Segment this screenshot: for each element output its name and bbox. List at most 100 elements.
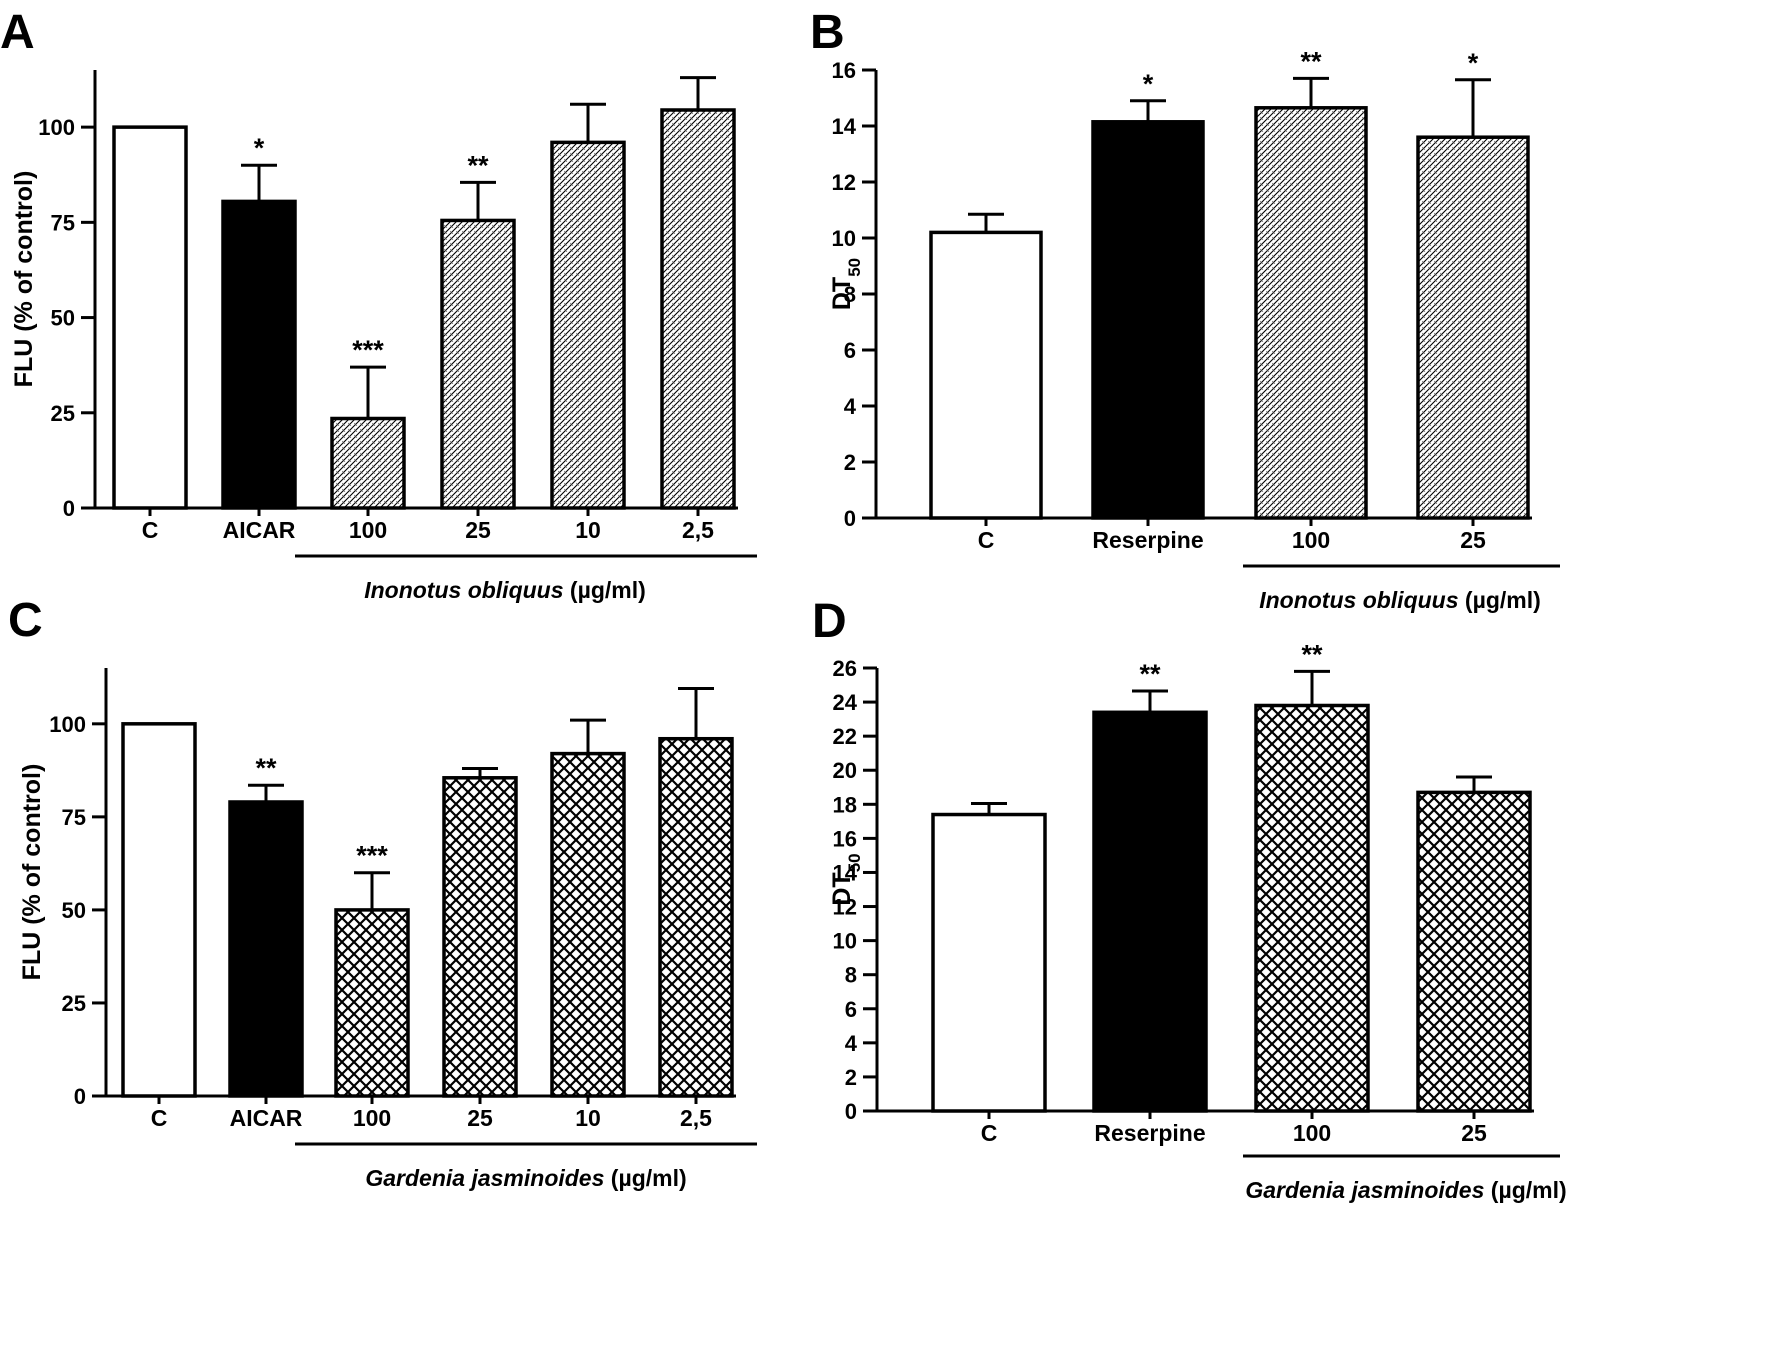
group-unit: (µg/ml) [1465,587,1541,613]
y-tick-label: 10 [833,929,857,954]
y-tick-label: 0 [74,1084,86,1109]
significance-label: *** [352,335,384,365]
group-unit: (µg/ml) [570,577,646,603]
y-tick-label: 12 [832,170,856,195]
bar [1092,710,1208,1113]
y-tick-label: 100 [49,712,86,737]
y-tick-label: 100 [38,115,75,140]
x-tick-label: 2,5 [682,517,714,543]
significance-label: ** [1301,639,1323,669]
y-tick-label: 25 [51,401,75,426]
y-tick-label: 50 [62,898,86,923]
bar [1416,135,1530,520]
y-tick-label: 0 [845,1099,857,1124]
significance-label: ** [467,150,489,180]
significance-label: * [1143,69,1154,99]
bar [121,722,197,1098]
x-tick-label: Reserpine [1094,1120,1205,1146]
group-species: Inonotus obliquus [1259,587,1465,613]
bar [334,908,410,1098]
bar [550,140,626,510]
y-tick-label: 25 [62,991,86,1016]
x-tick-label: AICAR [223,517,296,543]
x-tick-label: C [151,1105,168,1131]
bar [112,125,188,510]
panel-label: C [8,594,43,647]
y-tick-label: 4 [844,394,857,419]
group-label: Inonotus obliquus (µg/ml) [1259,587,1541,613]
bar [1091,120,1205,520]
y-tick-label: 75 [62,805,86,830]
bar [440,218,516,510]
group-label: Gardenia jasminoides (µg/ml) [365,1165,686,1191]
group-label: Gardenia jasminoides (µg/ml) [1245,1177,1566,1203]
bar [550,751,626,1098]
significance-label: ** [255,753,277,783]
y-axis-label-subscript: 50 [845,853,864,872]
y-tick-label: 8 [845,963,857,988]
significance-label: *** [356,841,388,871]
bar [1254,106,1368,520]
x-tick-label: 25 [465,517,491,543]
group-species: Gardenia jasminoides [1245,1177,1490,1203]
y-tick-label: 50 [51,306,75,331]
significance-label: * [1468,48,1479,78]
panel-d: D02468101214161820222426DT50C**Reserpine… [812,595,1567,1203]
bar [330,416,406,510]
significance-label: ** [1300,46,1322,76]
panel-a: A 0 25 50 75 100 FLU (% of control) C * AICAR *** 1… [0,6,757,603]
x-tick-label: 25 [1460,527,1486,553]
x-tick-label: 10 [575,1105,601,1131]
panel-label: A [0,6,35,59]
x-tick-label: 25 [467,1105,493,1131]
y-tick-label: 2 [845,1065,857,1090]
y-tick-label: 18 [833,792,857,817]
y-tick-label: 75 [51,210,75,235]
y-axis-label: FLU (% of control) [10,171,38,388]
bar [931,812,1047,1113]
bar [1254,703,1370,1113]
y-axis-label-subscript: 50 [845,258,864,277]
bar [221,199,297,510]
x-tick-label: C [978,527,995,553]
y-tick-label: 10 [832,226,856,251]
panel-b: B 0 2 4 6 8 10 12 14 16 DT50 C * Reserpine ** 100 * 25 Ino… [810,6,1560,613]
bar [660,108,736,510]
bar [929,230,1043,520]
y-tick-label: 0 [63,496,75,521]
y-tick-label: 4 [845,1031,858,1056]
y-tick-label: 6 [844,338,856,363]
panel-c: C 0 25 50 75 100 FLU (% of control) C ** AICAR ***… [8,594,757,1191]
y-tick-label: 24 [833,690,858,715]
y-tick-label: 8 [844,282,856,307]
bar [1416,790,1532,1113]
x-tick-label: AICAR [230,1105,303,1131]
significance-label: ** [1139,659,1161,689]
group-label: Inonotus obliquus (µg/ml) [364,577,646,603]
panel-label: D [812,595,847,648]
x-tick-label: 10 [575,517,601,543]
bar [442,776,518,1098]
x-tick-label: Reserpine [1092,527,1203,553]
x-tick-label: 2,5 [680,1105,712,1131]
x-tick-label: C [981,1120,998,1146]
x-tick-label: 25 [1461,1120,1487,1146]
y-tick-label: 22 [833,724,857,749]
y-axis-label: DT50 [828,258,864,310]
bar [228,800,304,1098]
x-tick-label: C [142,517,159,543]
x-tick-label: 100 [349,517,387,543]
y-tick-label: 16 [832,58,856,83]
y-tick-label: 14 [832,114,857,139]
y-tick-label: 12 [833,895,857,920]
group-species: Inonotus obliquus [364,577,570,603]
bar [658,736,734,1098]
y-tick-label: 14 [833,860,858,885]
x-tick-label: 100 [1293,1120,1331,1146]
x-tick-label: 100 [353,1105,391,1131]
y-tick-label: 0 [844,506,856,531]
y-tick-label: 26 [833,656,857,681]
group-unit: (µg/ml) [1491,1177,1567,1203]
group-unit: (µg/ml) [611,1165,687,1191]
